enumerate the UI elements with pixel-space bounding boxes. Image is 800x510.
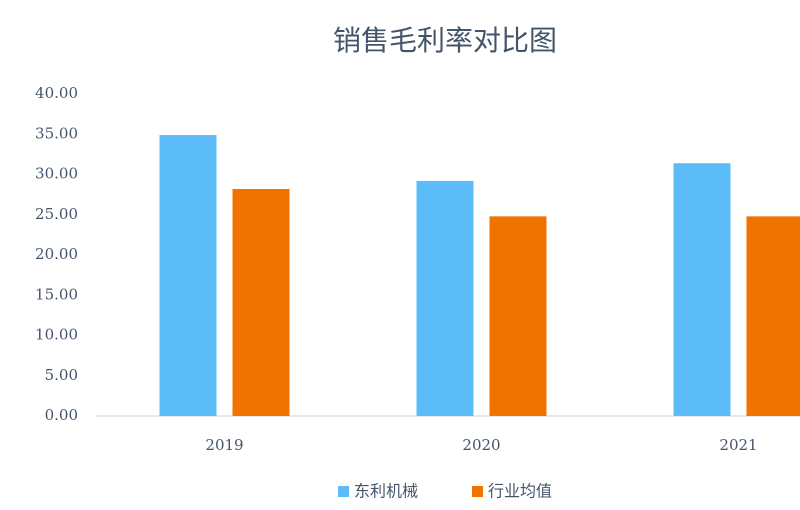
bar <box>746 216 800 416</box>
bar <box>159 135 217 416</box>
bar <box>232 188 290 416</box>
y-tick-label: 40.00 <box>35 84 78 102</box>
y-tick-label: 25.00 <box>35 205 78 223</box>
y-tick-label: 30.00 <box>35 165 78 183</box>
x-tick-label: 2019 <box>205 436 243 454</box>
y-tick-label: 0.00 <box>45 406 78 424</box>
bar <box>489 216 547 416</box>
y-tick-label: 10.00 <box>35 326 78 344</box>
y-tick-label: 15.00 <box>35 285 78 303</box>
bar <box>673 163 731 416</box>
legend-label: 行业均值 <box>488 482 552 501</box>
chart-title: 销售毛利率对比图 <box>333 24 557 57</box>
y-tick-label: 5.00 <box>45 366 78 384</box>
bar <box>416 180 474 416</box>
x-tick-label: 2021 <box>719 436 757 454</box>
legend-swatch <box>472 486 483 497</box>
legend-label: 东利机械 <box>354 482 418 501</box>
y-tick-label: 35.00 <box>35 124 78 142</box>
y-tick-label: 20.00 <box>35 245 78 263</box>
legend-swatch <box>338 486 349 497</box>
x-tick-label: 2020 <box>462 436 500 454</box>
